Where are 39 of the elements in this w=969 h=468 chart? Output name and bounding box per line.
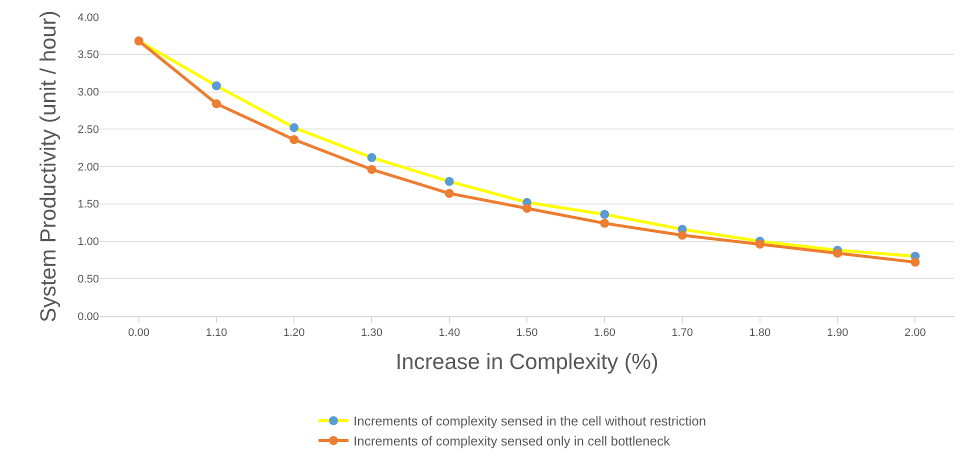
point	[678, 230, 687, 240]
x-tick-label: 1.20	[283, 327, 305, 340]
point	[833, 248, 842, 258]
x-tick-label: 2.00	[904, 327, 926, 340]
point	[367, 153, 376, 162]
x-tick-label: 1.10	[206, 327, 228, 340]
y-tick-label: 3.00	[78, 86, 99, 99]
point	[755, 240, 764, 249]
point	[522, 204, 532, 213]
point	[290, 123, 299, 132]
y-tick-label: 3.50	[78, 49, 99, 62]
point	[212, 81, 221, 90]
point	[910, 258, 920, 267]
y-axis-title: System Productivity (unit / hour)	[35, 10, 60, 322]
legend-label: Increments of complexity sensed only in cell bottleneck	[354, 434, 670, 449]
point	[444, 176, 454, 186]
x-tick-label: 1.90	[826, 327, 848, 340]
point	[290, 135, 299, 144]
x-tick-label: 1.30	[361, 327, 382, 340]
y-tick-label: 1.50	[78, 198, 99, 211]
y-tick-label: 1.00	[78, 236, 99, 248]
x-tick-label: 1.80	[749, 327, 771, 340]
x-tick-label: 1.60	[594, 327, 616, 340]
point	[444, 188, 454, 198]
y-tick-label: 4.00	[78, 12, 99, 24]
x-tick-label: 1.50	[516, 327, 538, 340]
point	[212, 99, 221, 108]
point	[600, 218, 610, 228]
x-tick-label: 0.00	[128, 327, 150, 340]
x-axis-title: Increase in Complexity (%)	[396, 349, 658, 374]
y-tick-label: 2.00	[78, 161, 99, 174]
legend-label: Increments of complexity sensed in the cell without restriction	[354, 414, 706, 429]
point	[600, 210, 610, 219]
y-tick-label: 0.50	[78, 273, 99, 286]
x-tick-label: 1.70	[672, 327, 693, 340]
y-tick-label: 0.00	[78, 310, 99, 323]
y-tick-label: 2.50	[78, 124, 99, 136]
point	[367, 164, 376, 174]
x-tick-label: 1.40	[438, 327, 460, 340]
